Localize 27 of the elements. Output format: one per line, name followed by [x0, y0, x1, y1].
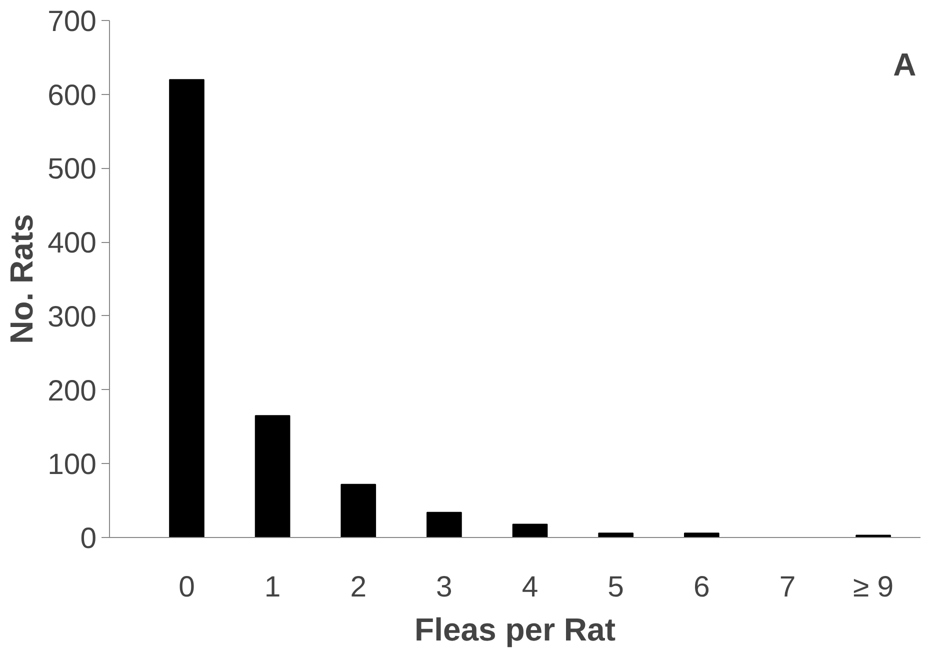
y-tick-label: 500	[48, 152, 97, 186]
annotation: A	[893, 46, 916, 83]
y-tick-label: 0	[80, 522, 96, 555]
x-tick-label: 2	[350, 570, 367, 604]
x-axis-title: Fleas per Rat	[414, 612, 616, 648]
x-tick-label: 1	[264, 570, 281, 604]
bar	[512, 524, 548, 538]
y-tick-label: 400	[48, 226, 97, 260]
y-axis-title: No. Rats	[4, 214, 40, 344]
x-tick-label: 0	[178, 570, 195, 604]
bar	[340, 484, 376, 538]
x-tick-label: ≥ 9	[853, 570, 894, 604]
x-tick-label: 5	[608, 570, 624, 604]
y-tick-label: 600	[48, 78, 97, 112]
x-tick-label: 6	[694, 570, 710, 604]
y-tick-label: 700	[48, 5, 97, 38]
bar	[684, 532, 720, 538]
y-tick-label: 100	[48, 448, 97, 482]
x-tick-label: 3	[436, 570, 452, 604]
bar	[254, 415, 290, 538]
y-tick-label: 200	[48, 374, 97, 408]
x-tick-label: 7	[779, 570, 796, 604]
y-tick-label: 300	[48, 300, 97, 334]
bar	[426, 512, 462, 538]
bar	[169, 79, 204, 538]
x-tick-label: 4	[522, 570, 538, 604]
bar	[598, 532, 634, 538]
